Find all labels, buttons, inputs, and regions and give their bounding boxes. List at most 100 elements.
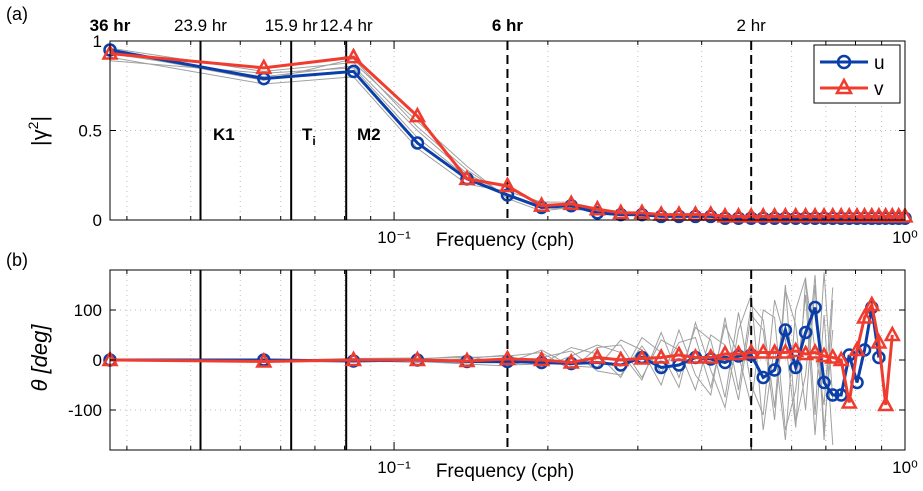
point-v-4 bbox=[458, 351, 476, 368]
point-v-17 bbox=[742, 206, 760, 223]
period-label-5: 2 hr bbox=[737, 16, 767, 35]
point-v-2 bbox=[344, 47, 363, 64]
point-v-33 bbox=[883, 325, 901, 342]
ti-label-sub: i bbox=[312, 134, 315, 148]
panel-label-b: (b) bbox=[6, 250, 28, 270]
x-axis-label-a: Frequency (cph) bbox=[436, 230, 574, 251]
point-u-22 bbox=[798, 325, 813, 340]
point-v-32 bbox=[877, 395, 895, 412]
point-v-8 bbox=[588, 347, 606, 364]
period-label-0: 36 hr bbox=[90, 16, 131, 35]
x-ticks-b: 10⁻¹ 10⁰ bbox=[126, 270, 918, 477]
y-ticks-a: 00.51 bbox=[78, 32, 905, 230]
point-u-18 bbox=[756, 370, 770, 385]
point-v-23 bbox=[806, 206, 824, 223]
point-u-20 bbox=[778, 323, 793, 337]
x-tick-label-0: 10⁻¹ bbox=[377, 228, 411, 247]
x-axis-label-b: Frequency (cph) bbox=[436, 461, 574, 482]
y-ticks-b: -100 0 100 bbox=[68, 301, 905, 420]
point-v-23 bbox=[806, 342, 824, 359]
panel-a: 00.51 10⁻¹ 10⁰ 36 hr 23.9 hr 15.9 hr 12.4 hr… bbox=[25, 16, 918, 251]
background-series-line-1 bbox=[109, 294, 834, 446]
point-v-35 bbox=[896, 206, 914, 223]
point-v-1 bbox=[255, 351, 273, 368]
y-axis-label-b: θ [deg] bbox=[27, 324, 52, 392]
period-label-1: 23.9 hr bbox=[174, 16, 227, 35]
period-label-4: 6 hr bbox=[492, 16, 524, 35]
period-label-3: 12.4 hr bbox=[320, 16, 373, 35]
y-tick-label-2: 100 bbox=[74, 301, 102, 320]
point-v-8 bbox=[588, 199, 606, 216]
point-v-22 bbox=[796, 344, 815, 361]
y-label-a-base: |γ bbox=[27, 129, 52, 146]
series-line-v bbox=[109, 52, 905, 218]
x-tick-label-1: 10⁰ bbox=[892, 228, 918, 247]
y-tick-label-0: -100 bbox=[68, 401, 102, 420]
point-v-9 bbox=[612, 350, 630, 367]
point-v-15 bbox=[716, 206, 734, 223]
point-v-26 bbox=[832, 350, 850, 367]
point-v-20 bbox=[776, 206, 794, 223]
point-u-21 bbox=[788, 360, 803, 375]
x-tick-label-1: 10⁰ bbox=[892, 458, 918, 477]
y-tick-label-2: 1 bbox=[93, 32, 102, 51]
point-u-23 bbox=[808, 300, 822, 315]
x-tick-label-0: 10⁻¹ bbox=[377, 458, 411, 477]
point-v-16 bbox=[729, 206, 748, 223]
point-v-14 bbox=[702, 347, 720, 364]
point-v-9 bbox=[612, 203, 630, 220]
point-v-21 bbox=[787, 341, 805, 358]
point-v-10 bbox=[633, 203, 651, 220]
ti-label-main: T bbox=[302, 125, 313, 144]
point-v-25 bbox=[824, 206, 842, 223]
point-v-12 bbox=[670, 345, 688, 362]
legend: u v bbox=[813, 44, 901, 104]
point-v-21 bbox=[787, 206, 805, 223]
point-v-5 bbox=[498, 349, 517, 366]
point-v-19 bbox=[765, 342, 784, 359]
point-v-2 bbox=[344, 350, 363, 367]
point-u-25 bbox=[826, 388, 840, 402]
point-v-15 bbox=[716, 344, 734, 361]
panel-b: -100 0 100 10⁻¹ 10⁰ Frequency (cph) θ [deg] bbox=[27, 269, 918, 482]
series-a bbox=[101, 43, 914, 225]
y-tick-label-1: 0 bbox=[93, 351, 102, 370]
point-v-20 bbox=[776, 342, 794, 359]
point-v-18 bbox=[754, 206, 772, 223]
point-v-16 bbox=[729, 344, 748, 361]
series-line-v bbox=[109, 300, 894, 406]
point-v-17 bbox=[742, 342, 760, 359]
period-label-2: 15.9 hr bbox=[265, 16, 318, 35]
point-v-3 bbox=[408, 350, 427, 367]
y-tick-label-1: 0.5 bbox=[78, 122, 102, 141]
point-u-15 bbox=[718, 355, 732, 370]
point-v-10 bbox=[633, 348, 651, 365]
legend-marker-u bbox=[836, 54, 852, 70]
point-u-5 bbox=[500, 188, 515, 202]
ti-label: Ti bbox=[302, 125, 316, 148]
legend-label-v: v bbox=[874, 79, 884, 100]
k1-label: K1 bbox=[213, 125, 235, 144]
point-v-31 bbox=[870, 332, 888, 349]
legend-marker-v bbox=[834, 77, 854, 95]
point-v-19 bbox=[765, 206, 784, 223]
point-v-27 bbox=[840, 392, 858, 409]
point-v-6 bbox=[532, 350, 551, 367]
point-v-26 bbox=[832, 206, 850, 223]
point-v-11 bbox=[652, 347, 670, 364]
m2-label: M2 bbox=[357, 125, 381, 144]
point-v-5 bbox=[498, 176, 517, 193]
panel-label-a: (a) bbox=[6, 4, 28, 24]
period-labels: 36 hr 23.9 hr 15.9 hr 12.4 hr 6 hr 2 hr bbox=[90, 16, 766, 35]
point-v-25 bbox=[824, 347, 842, 364]
point-v-24 bbox=[815, 206, 833, 223]
point-v-29 bbox=[855, 307, 874, 324]
point-v-28 bbox=[848, 340, 866, 357]
point-v-7 bbox=[562, 352, 580, 369]
point-v-4 bbox=[458, 169, 476, 186]
point-v-1 bbox=[255, 58, 273, 75]
point-v-13 bbox=[686, 347, 705, 364]
point-v-24 bbox=[815, 346, 833, 363]
point-v-7 bbox=[562, 194, 580, 211]
